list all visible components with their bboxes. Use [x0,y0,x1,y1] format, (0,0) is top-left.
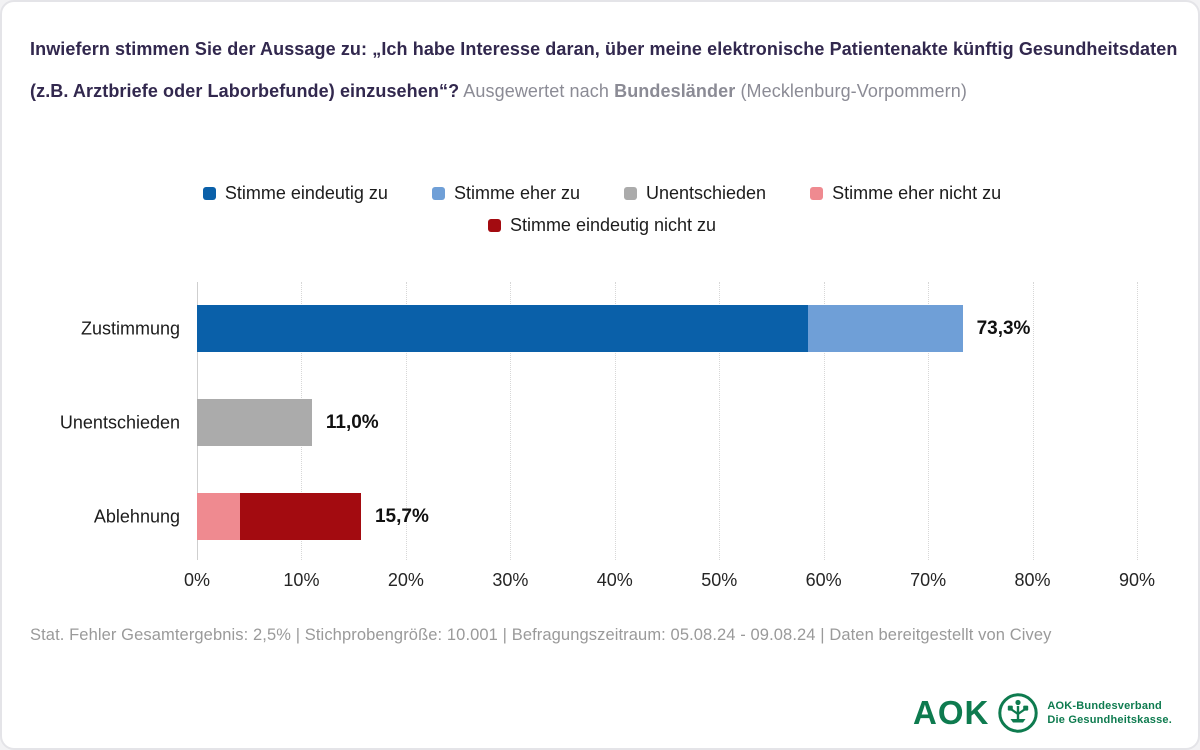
bar-segment [808,305,963,352]
x-axis-tick: 90% [1118,570,1156,590]
legend-item: Stimme eindeutig nicht zu [487,215,717,236]
bar-zustimmung [197,305,963,352]
x-axis-tick: 0% [183,570,211,590]
legend-swatch-icon [623,187,637,200]
title-suffix: Ausgewertet nach [463,81,609,101]
bar-unentschieden [197,399,312,446]
legend-label: Stimme eindeutig zu [224,183,388,203]
gridline [614,282,616,560]
gridline [1137,282,1138,560]
legend-label: Unentschieden [645,183,767,203]
x-axis-tick: 10% [283,570,320,590]
legend-label: Stimme eher zu [453,183,580,203]
x-axis-tick: 40% [596,570,633,590]
aok-wordmark: AOK [913,694,990,731]
legend-item: Unentschieden [623,183,767,204]
legend-item: Stimme eindeutig zu [202,183,388,204]
category-label: Unentschieden [59,412,180,432]
legend-swatch-icon [202,187,216,200]
x-axis-tick: 50% [701,570,738,590]
bar-segment [197,305,808,352]
gridline [405,282,407,560]
category-label: Zustimmung [80,318,180,338]
legend-label: Stimme eindeutig nicht zu [509,215,717,235]
aok-tree-icon [998,693,1039,733]
legend-item: Stimme eher nicht zu [810,183,1001,204]
gridline [823,282,825,560]
bar-segment [197,493,240,540]
gridline [719,282,721,560]
chart-title: Inwiefern stimmen Sie der Aussage zu: „I… [30,28,1178,112]
x-axis-tick: 60% [805,570,842,590]
x-axis-tick: 20% [387,570,424,590]
bar-ablehnung [197,493,361,540]
title-filter-value: (Mecklenburg-Vorpommern) [740,81,967,101]
gridline [510,282,512,560]
x-axis-tick: 80% [1014,570,1051,590]
category-label: Ablehnung [93,506,180,526]
legend-label: Stimme eher nicht zu [832,183,1002,203]
aok-logo: AOK AOK-Bundesverband Die Gesundheitskas… [913,692,1172,734]
plot-area: 73,3% 11,0% 15,7% [197,282,1138,560]
bar-chart: 73,3% 11,0% 15,7% Zustimmung Unentschieden A… [2,282,1198,592]
legend-row-1: Stimme eindeutig zu Stimme eher zu Unentsc… [202,183,1001,204]
aok-logo-text: AOK-Bundesverband Die Gesundheitskasse. [1047,699,1172,727]
methodology-footer: Stat. Fehler Gesamtergebnis: 2,5% | Stic… [30,626,1052,644]
title-filter-name: Bundesländer [614,81,736,101]
value-label: 73,3% [976,317,1031,339]
aok-logo-line2: Die Gesundheitskasse. [1047,714,1172,726]
legend-swatch-icon [487,219,501,232]
bar-segment [197,399,312,446]
x-axis-tick: 30% [492,570,529,590]
gridline [928,282,930,560]
legend-swatch-icon [810,187,824,200]
legend-swatch-icon [431,187,445,200]
value-label: 15,7% [374,505,429,527]
x-axis-tick: 70% [910,570,947,590]
question-text: Inwiefern stimmen Sie der Aussage zu: „I… [30,39,1178,101]
legend: Stimme eindeutig zu Stimme eher zu Unentsc… [2,183,1198,236]
gridline [1032,282,1034,560]
bar-segment [239,493,361,540]
value-label: 11,0% [325,411,379,433]
legend-row-2: Stimme eindeutig nicht zu [487,215,717,236]
legend-item: Stimme eher zu [431,183,580,204]
aok-logo-line1: AOK-Bundesverband [1047,700,1162,712]
